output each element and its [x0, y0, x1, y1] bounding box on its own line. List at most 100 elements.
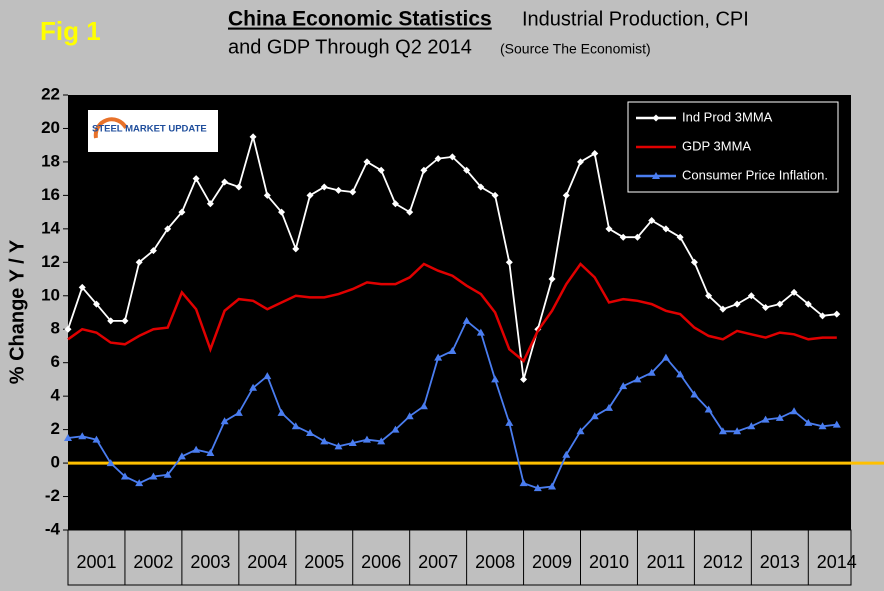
point [149, 472, 158, 480]
point [647, 368, 656, 376]
point [747, 292, 755, 300]
logo-swoosh [93, 117, 128, 139]
y-tick-label: 16 [41, 185, 60, 204]
point [590, 412, 599, 420]
point [652, 114, 660, 122]
point [135, 258, 143, 266]
point [178, 208, 186, 216]
point [377, 437, 386, 445]
point [633, 375, 642, 383]
point [64, 325, 72, 333]
point [192, 175, 200, 183]
point [463, 166, 471, 174]
point [633, 233, 641, 241]
point [234, 408, 243, 416]
y-tick-label: -4 [45, 519, 61, 538]
point [718, 427, 727, 435]
x-tick-label: 2007 [418, 552, 458, 572]
point [406, 208, 414, 216]
point [78, 432, 87, 440]
point [562, 191, 570, 199]
point [491, 375, 500, 383]
point [562, 450, 571, 458]
chart-title: China Economic Statistics [228, 8, 492, 31]
point [334, 442, 343, 450]
point [106, 459, 115, 467]
point [434, 155, 442, 163]
x-tick-label: 2006 [361, 552, 401, 572]
point [661, 353, 670, 361]
point [605, 225, 613, 233]
x-tick-label: 2002 [133, 552, 173, 572]
x-tick-label: 2011 [647, 552, 686, 572]
y-tick-label: 22 [41, 84, 60, 103]
point [719, 305, 727, 313]
point [391, 425, 400, 433]
point [320, 183, 328, 191]
point [235, 183, 243, 191]
legend-label: GDP 3MMA [682, 138, 751, 153]
y-tick-label: 8 [51, 319, 60, 338]
point [278, 208, 286, 216]
y-tick-label: 20 [41, 118, 60, 137]
point [804, 418, 813, 426]
source: (Source The Economist) [500, 41, 651, 57]
legend-label: Consumer Price Inflation. [682, 167, 828, 182]
point [107, 317, 115, 325]
point [263, 372, 272, 380]
point [520, 375, 528, 383]
point [676, 370, 685, 378]
point [121, 317, 129, 325]
point [832, 420, 841, 428]
point [206, 449, 215, 457]
y-tick-label: 14 [41, 218, 60, 237]
point [64, 433, 72, 441]
y-tick-label: 12 [41, 252, 60, 271]
point [462, 316, 471, 324]
point [220, 417, 229, 425]
x-tick-label: 2014 [817, 552, 857, 572]
point [690, 258, 698, 266]
point [676, 233, 684, 241]
point [619, 382, 628, 390]
x-tick-label: 2013 [760, 552, 800, 572]
logo-text: STEEL MARKET UPDATE [92, 124, 207, 135]
point [576, 427, 585, 435]
point [448, 346, 457, 354]
point [291, 422, 300, 430]
logo-box [88, 110, 218, 152]
point [548, 482, 557, 490]
point [92, 435, 101, 443]
point [277, 408, 286, 416]
point [690, 390, 699, 398]
point [619, 233, 627, 241]
point [477, 183, 485, 191]
point [78, 283, 86, 291]
point [149, 247, 157, 255]
point [818, 422, 827, 430]
y-tick-label: 18 [41, 151, 60, 170]
x-tick-label: 2010 [589, 552, 629, 572]
point [363, 158, 371, 166]
y-tick-label: 10 [41, 285, 60, 304]
point [292, 245, 300, 253]
series-line [67, 262, 837, 363]
y-tick-label: 2 [51, 419, 60, 438]
point [491, 191, 499, 199]
fig-label: Fig 1 [40, 16, 101, 46]
x-tick-label: 2001 [76, 552, 116, 572]
point [120, 472, 129, 480]
point [306, 428, 315, 436]
point [249, 383, 258, 391]
point [790, 407, 799, 415]
point [533, 484, 542, 492]
point [790, 288, 798, 296]
point [548, 275, 556, 283]
point [164, 225, 172, 233]
point [135, 479, 144, 487]
y-axis-title: % Change Y / Y [6, 239, 28, 384]
point [648, 216, 656, 224]
point [819, 312, 827, 320]
point [391, 200, 399, 208]
